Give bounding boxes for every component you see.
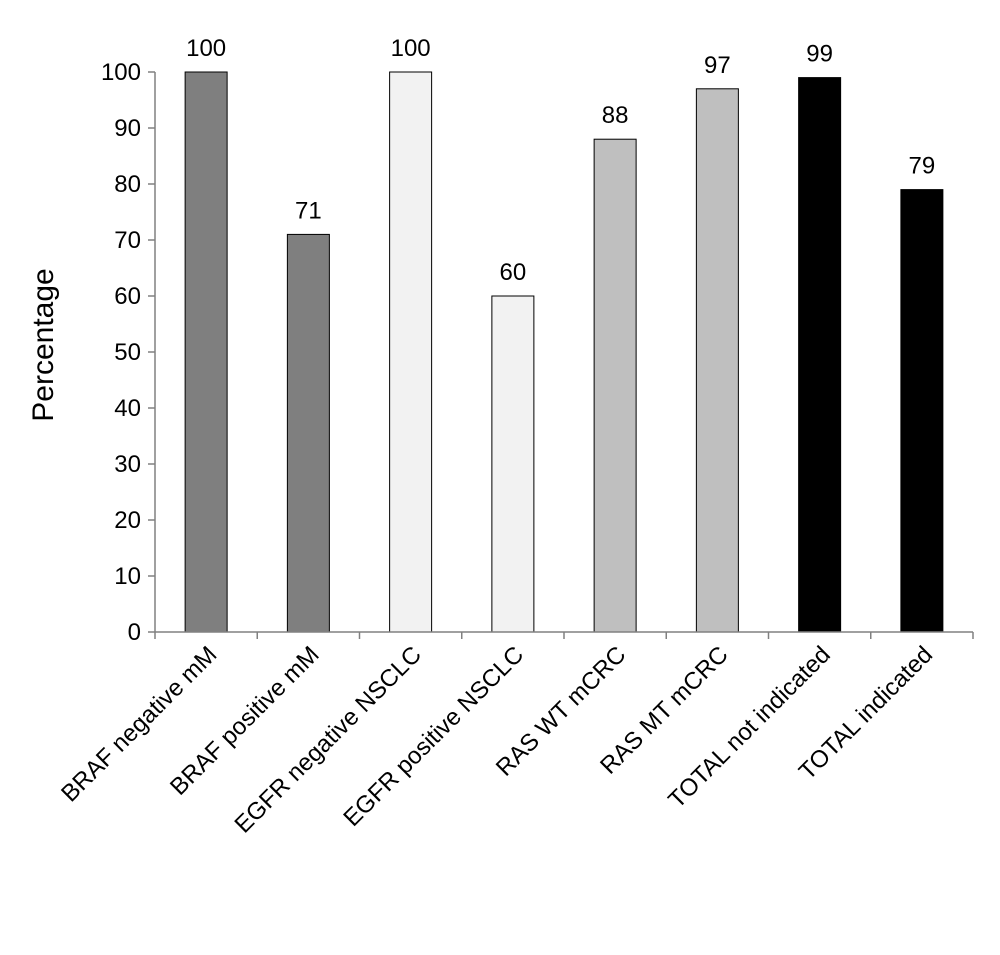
y-axis-title: Percentage — [27, 268, 60, 421]
y-tick-label: 10 — [114, 563, 141, 590]
bar — [695, 88, 739, 633]
x-tick-label: EGFR positive NSCLC — [338, 641, 529, 832]
y-tick-label: 0 — [128, 619, 141, 646]
y-tick-label: 60 — [114, 283, 141, 310]
bar — [593, 138, 637, 633]
y-tick-label: 40 — [114, 395, 141, 422]
data-label: 97 — [704, 52, 731, 79]
y-tick-label: 30 — [114, 451, 141, 478]
x-tick-label: EGFR negative NSCLC — [230, 641, 427, 838]
y-axis-ticks: 0 10 20 30 40 50 60 70 80 90 100 — [101, 59, 156, 646]
bar — [491, 295, 535, 633]
y-tick-label: 100 — [101, 59, 141, 86]
bar — [900, 189, 944, 633]
bar — [286, 233, 330, 633]
bar — [184, 71, 228, 633]
data-label: 100 — [186, 35, 226, 62]
data-label: 100 — [391, 35, 431, 62]
y-tick-label: 80 — [114, 171, 141, 198]
data-label: 88 — [602, 102, 629, 129]
bar — [798, 77, 842, 633]
y-tick-label: 90 — [114, 115, 141, 142]
y-tick-label: 50 — [114, 339, 141, 366]
bars: 100 71 100 60 88 97 99 79 — [184, 35, 944, 633]
data-label: 71 — [295, 197, 322, 224]
y-tick-label: 20 — [114, 507, 141, 534]
bar — [389, 71, 433, 633]
data-label: 60 — [500, 259, 527, 286]
data-label: 79 — [909, 153, 936, 180]
y-tick-label: 70 — [114, 227, 141, 254]
data-label: 99 — [806, 41, 833, 68]
